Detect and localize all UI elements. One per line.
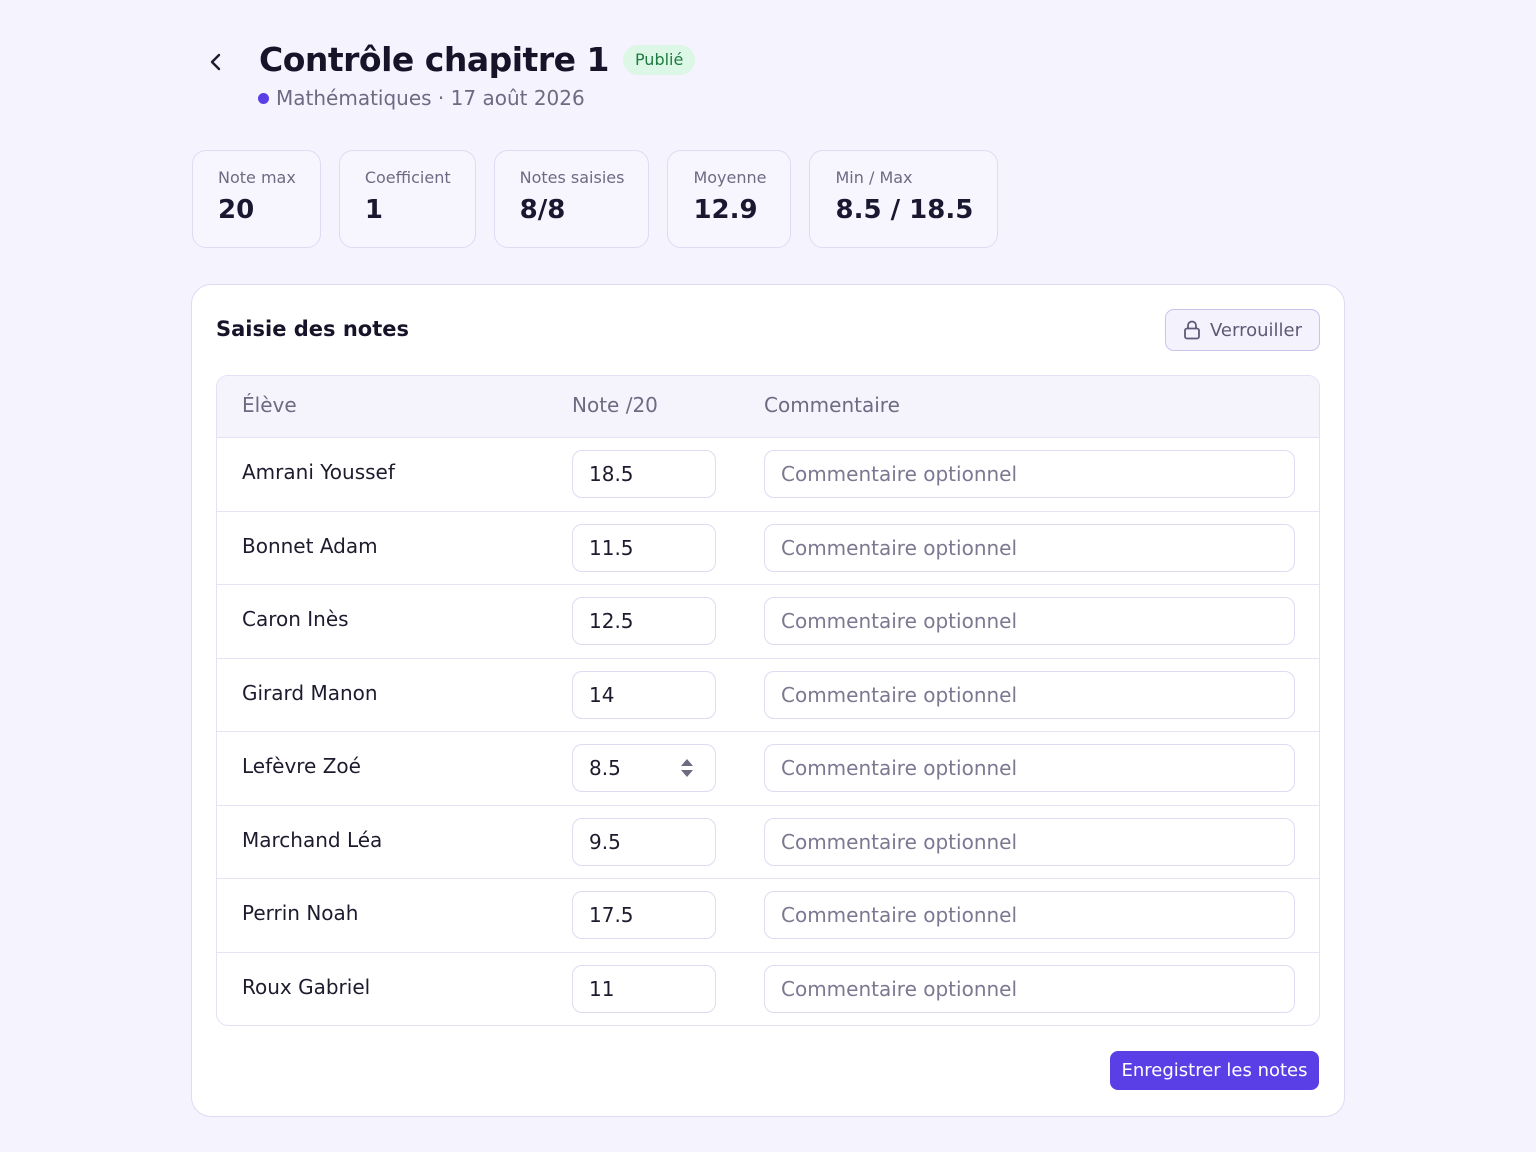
stat-min-max: Min / Max 8.5 / 18.5: [809, 150, 999, 248]
column-grade: Note /20: [572, 393, 658, 417]
stat-value: 8/8: [519, 195, 566, 225]
comment-input[interactable]: [764, 597, 1295, 645]
lock-button[interactable]: Verrouiller: [1165, 309, 1320, 351]
comment-input[interactable]: [764, 891, 1295, 939]
table-row: Lefèvre Zoé: [217, 732, 1319, 806]
grade-input[interactable]: [572, 964, 716, 1013]
stat-label: Coefficient: [364, 168, 451, 187]
grade-input[interactable]: [572, 523, 716, 572]
subject-dot-icon: [258, 92, 269, 104]
comment-input[interactable]: [764, 523, 1295, 572]
comment-input[interactable]: [764, 670, 1295, 719]
stat-label: Notes saisies: [519, 168, 625, 187]
card-title: Saisie des notes: [216, 317, 409, 341]
column-comment: Commentaire: [764, 393, 900, 417]
stat-label: Note max: [218, 168, 296, 187]
grades-table: Élève Note /20 Commentaire Amrani Yousse…: [216, 375, 1320, 1026]
table-row: Marchand Léa: [217, 806, 1319, 879]
grade-input[interactable]: [572, 744, 716, 792]
stat-label: Moyenne: [693, 168, 767, 187]
grade-input[interactable]: [572, 670, 716, 719]
lock-icon: [1184, 320, 1200, 340]
stats-row: Note max 20 Coefficient 1 Notes saisies …: [192, 150, 999, 248]
stat-value: 20: [218, 195, 255, 225]
student-name: Caron Inès: [242, 607, 349, 631]
grade-input[interactable]: [572, 450, 716, 498]
page-title: Contrôle chapitre 1: [259, 40, 609, 79]
table-row: Amrani Youssef: [217, 438, 1319, 512]
table-row: Roux Gabriel: [217, 953, 1319, 1026]
stat-notes-saisies: Notes saisies 8/8: [493, 150, 650, 248]
stat-moyenne: Moyenne 12.9: [667, 150, 792, 248]
student-name: Perrin Noah: [242, 901, 359, 925]
grade-input[interactable]: [572, 597, 716, 645]
back-button[interactable]: [200, 46, 232, 78]
column-student: Élève: [242, 393, 297, 417]
comment-input[interactable]: [764, 817, 1295, 866]
student-name: Girard Manon: [242, 680, 378, 705]
student-name: Amrani Youssef: [242, 460, 395, 484]
subject-and-date: Mathématiques · 17 août 2026: [276, 86, 585, 110]
lock-button-label: Verrouiller: [1210, 319, 1302, 341]
grade-input[interactable]: [572, 817, 716, 866]
table-header: Élève Note /20 Commentaire: [217, 376, 1319, 438]
table-row: Bonnet Adam: [217, 512, 1319, 585]
stat-label: Min / Max: [835, 168, 913, 187]
comment-input[interactable]: [764, 450, 1295, 498]
student-name: Marchand Léa: [242, 827, 383, 852]
stat-value: 12.9: [693, 195, 758, 225]
stat-coefficient: Coefficient 1: [338, 150, 476, 248]
table-row: Girard Manon: [217, 659, 1319, 732]
table-row: Perrin Noah: [217, 879, 1319, 953]
table-row: Caron Inès: [217, 585, 1319, 659]
student-name: Lefèvre Zoé: [242, 754, 361, 778]
status-badge: Publié: [622, 45, 696, 75]
subtitle: Mathématiques · 17 août 2026: [258, 85, 585, 111]
grade-input[interactable]: [572, 891, 716, 939]
stat-note-max: Note max 20: [192, 150, 321, 248]
chevron-left-icon: [210, 53, 221, 71]
comment-input[interactable]: [764, 964, 1295, 1013]
student-name: Roux Gabriel: [242, 974, 371, 999]
grading-card: Saisie des notes Verrouiller Élève Note …: [191, 284, 1345, 1117]
student-name: Bonnet Adam: [242, 533, 378, 558]
title-row: Contrôle chapitre 1 Publié: [259, 38, 696, 82]
stat-value: 1: [364, 195, 383, 225]
stat-value: 8.5 / 18.5: [835, 195, 974, 225]
comment-input[interactable]: [764, 744, 1295, 792]
save-grades-button[interactable]: Enregistrer les notes: [1110, 1051, 1319, 1090]
